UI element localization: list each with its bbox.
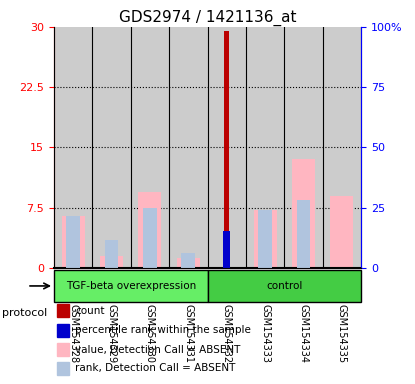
- Bar: [225, 31, 229, 268]
- Text: GSM154335: GSM154335: [337, 304, 347, 363]
- Text: control: control: [266, 281, 303, 291]
- Bar: [100, 256, 123, 268]
- Bar: [131, 27, 169, 268]
- Bar: [330, 195, 354, 268]
- FancyBboxPatch shape: [208, 270, 361, 302]
- Text: TGF-beta overexpression: TGF-beta overexpression: [66, 281, 196, 291]
- Bar: [57, 324, 69, 336]
- Bar: [62, 216, 85, 268]
- Text: GSM154328: GSM154328: [68, 304, 78, 363]
- Bar: [143, 208, 157, 268]
- Bar: [323, 27, 361, 268]
- Bar: [57, 343, 69, 356]
- Text: GSM154334: GSM154334: [298, 304, 308, 363]
- Bar: [57, 362, 69, 375]
- Text: GSM154329: GSM154329: [107, 304, 117, 363]
- Bar: [169, 27, 208, 268]
- Bar: [258, 210, 272, 268]
- Bar: [57, 304, 69, 317]
- Bar: [66, 216, 80, 268]
- Text: percentile rank within the sample: percentile rank within the sample: [76, 325, 251, 335]
- Bar: [54, 27, 92, 268]
- Bar: [297, 200, 310, 268]
- Bar: [284, 27, 323, 268]
- Text: value, Detection Call = ABSENT: value, Detection Call = ABSENT: [76, 344, 241, 354]
- Text: GSM154333: GSM154333: [260, 304, 270, 363]
- Bar: [181, 253, 195, 268]
- Text: GSM154331: GSM154331: [183, 304, 193, 363]
- Bar: [208, 27, 246, 268]
- Bar: [254, 210, 276, 268]
- Title: GDS2974 / 1421136_at: GDS2974 / 1421136_at: [119, 9, 296, 25]
- Text: count: count: [76, 306, 105, 316]
- Bar: [177, 258, 200, 268]
- Bar: [223, 231, 230, 268]
- Bar: [292, 159, 315, 268]
- Bar: [139, 192, 161, 268]
- Text: protocol: protocol: [2, 308, 47, 318]
- Text: GSM154332: GSM154332: [222, 304, 232, 363]
- Bar: [93, 27, 131, 268]
- Text: GSM154330: GSM154330: [145, 304, 155, 363]
- Bar: [246, 27, 284, 268]
- FancyBboxPatch shape: [54, 270, 208, 302]
- Text: rank, Detection Call = ABSENT: rank, Detection Call = ABSENT: [76, 363, 236, 373]
- Bar: [105, 240, 118, 268]
